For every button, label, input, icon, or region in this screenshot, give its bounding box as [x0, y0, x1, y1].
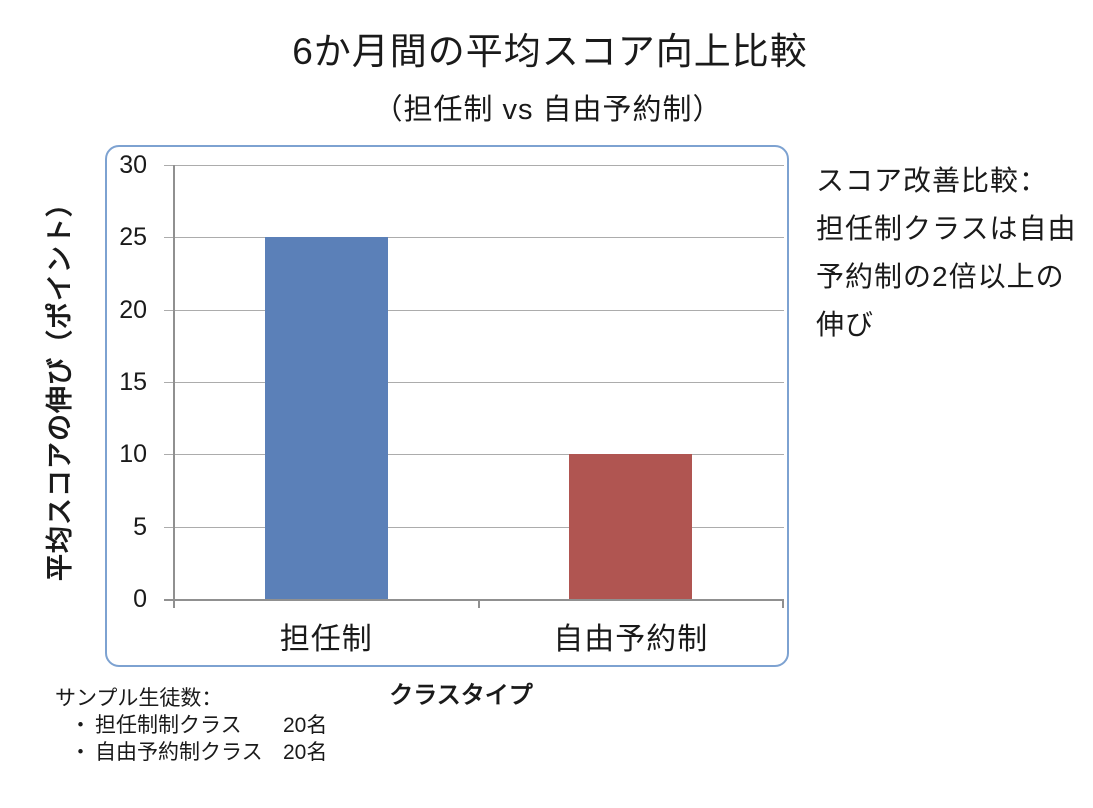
y-tick-label-30: 30 [119, 151, 147, 179]
y-tick-label-5: 5 [133, 512, 147, 541]
annotation-text: スコア改善比較： 担任制クラスは自由 予約制の2倍以上の 伸び [816, 157, 1091, 349]
gridline-20 [164, 309, 784, 311]
annotation-line: 伸び [816, 309, 875, 340]
sample-note-header: サンプル生徒数： [55, 687, 223, 710]
bar-自由予約制 [569, 454, 693, 599]
x-axis-tick [173, 601, 175, 608]
y-tick-label-10: 10 [119, 440, 147, 469]
plot-frame: 0 5 10 15 20 25 30 担任制 自由予約制 [105, 145, 789, 667]
y-tick-label-20: 20 [119, 295, 147, 324]
y-axis-line [173, 165, 175, 601]
annotation-line: スコア改善比較： [816, 165, 1049, 196]
x-axis-line [164, 599, 784, 601]
annotation-line: 予約制の2倍以上の [816, 261, 1065, 292]
gridline-10 [164, 454, 784, 456]
sample-note-row-1: ・自由予約制クラス 20名 [70, 739, 327, 766]
y-tick-label-15: 15 [119, 368, 147, 396]
gridline-15 [164, 382, 784, 383]
chart-subtitle: （担任制 vs 自由予約制） [373, 94, 723, 126]
y-tick-label-0: 0 [133, 585, 147, 613]
gridline-25 [164, 237, 784, 239]
bar-担任制 [264, 237, 388, 599]
x-category-label-自由予約制: 自由予約制 [553, 623, 709, 656]
x-axis-tick [782, 601, 784, 608]
x-axis-label: クラスタイプ [389, 682, 533, 709]
sample-note-label: 担任制制クラス [95, 714, 242, 737]
gridline-30 [164, 165, 784, 166]
x-axis-tick [477, 601, 480, 608]
sample-note-count: 20名 [283, 714, 328, 737]
x-category-label-担任制: 担任制 [279, 623, 373, 656]
annotation-line: 担任制クラスは自由 [816, 213, 1077, 244]
bullet-icon: ・ [70, 714, 91, 737]
bullet-icon: ・ [70, 741, 91, 764]
chart-title: 6か月間の平均スコア向上比較 [292, 31, 808, 72]
y-tick-label-25: 25 [119, 223, 147, 252]
gridline-5 [164, 526, 784, 528]
y-axis-label: 平均スコアの伸び（ポイント） [45, 189, 75, 581]
sample-note-count: 20名 [283, 741, 328, 764]
sample-note-row-0: ・担任制制クラス 20名 [70, 712, 327, 739]
sample-note-label: 自由予約制クラス [95, 741, 263, 764]
